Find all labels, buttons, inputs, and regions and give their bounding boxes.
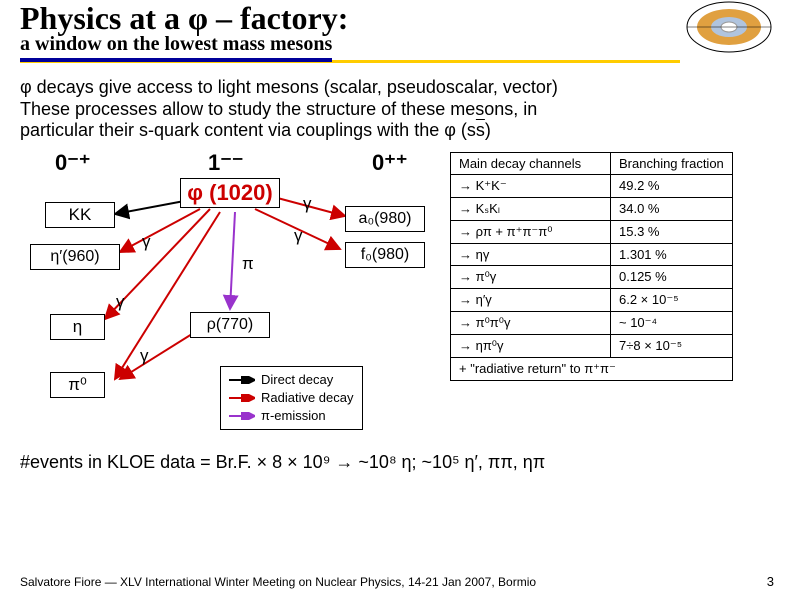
branching-table: Main decay channelsBranching fraction → … [450,152,733,381]
kk-box: KK [45,202,115,228]
table-row: → KₛKₗ34.0 % [451,197,733,220]
phi-1020-box: φ (1020) [180,178,280,208]
gamma-4: γ [116,292,125,312]
page-subtitle: a window on the lowest mass mesons [20,33,332,62]
page-number: 3 [767,574,774,589]
table-row: → η′γ6.2 × 10⁻⁵ [451,288,733,311]
pi-label: π [242,254,254,274]
pi0-box: π⁰ [50,372,105,398]
table-row: + "radiative return" to π⁺π⁻ [451,357,733,380]
legend: Direct decay Radiative decay π-emission [220,366,363,431]
legend-radiative: Radiative decay [261,389,354,407]
legend-direct: Direct decay [261,371,333,389]
decay-diagram: 0⁻⁺ 1⁻⁻ 0⁺⁺ φ (1020) KK η′(960) η π⁰ ρ(7… [20,154,780,444]
intro-l3a: particular their s-quark content via cou… [20,120,476,140]
rho770-box: ρ(770) [190,312,270,338]
gamma-2: γ [294,226,303,246]
qn-0minus: 0⁻⁺ [55,150,90,176]
intro-l3c: ) [485,120,491,140]
table-row: → ηπ⁰γ7÷8 × 10⁻⁵ [451,334,733,357]
table-row: → π⁰γ0.125 % [451,265,733,288]
gamma-5: γ [140,346,149,366]
qn-0plus: 0⁺⁺ [372,150,407,176]
footer-line: #events in KLOE data = Br.F. × 8 × 10⁹ →… [20,452,774,473]
legend-piemission: π-emission [261,407,326,425]
intro-l1: φ decays give access to light mesons (sc… [20,77,558,97]
qn-1minus: 1⁻⁻ [208,150,243,176]
table-row: → ρπ + π⁺π⁻π⁰15.3 % [451,220,733,243]
table-row: → π⁰π⁰γ~ 10⁻⁴ [451,311,733,334]
a0-box: a₀(980) [345,206,425,232]
th-bf: Branching fraction [611,152,733,174]
gamma-1: γ [303,194,312,214]
kloe-logo [684,0,774,55]
intro-l2: These processes allow to study the struc… [20,99,537,119]
th-channel: Main decay channels [451,152,611,174]
gamma-3: γ [142,232,151,252]
table-row: → ηγ1.301 % [451,243,733,265]
credit: Salvatore Fiore — XLV International Wint… [20,575,536,589]
page-title: Physics at a φ – factory: [20,0,684,37]
eta-box: η [50,314,105,340]
intro-text: φ decays give access to light mesons (sc… [20,77,774,142]
table-row: → K⁺K⁻49.2 % [451,174,733,197]
etaprime-box: η′(960) [30,244,120,270]
intro-l3b: s [476,120,485,140]
f0-box: f₀(980) [345,242,425,268]
